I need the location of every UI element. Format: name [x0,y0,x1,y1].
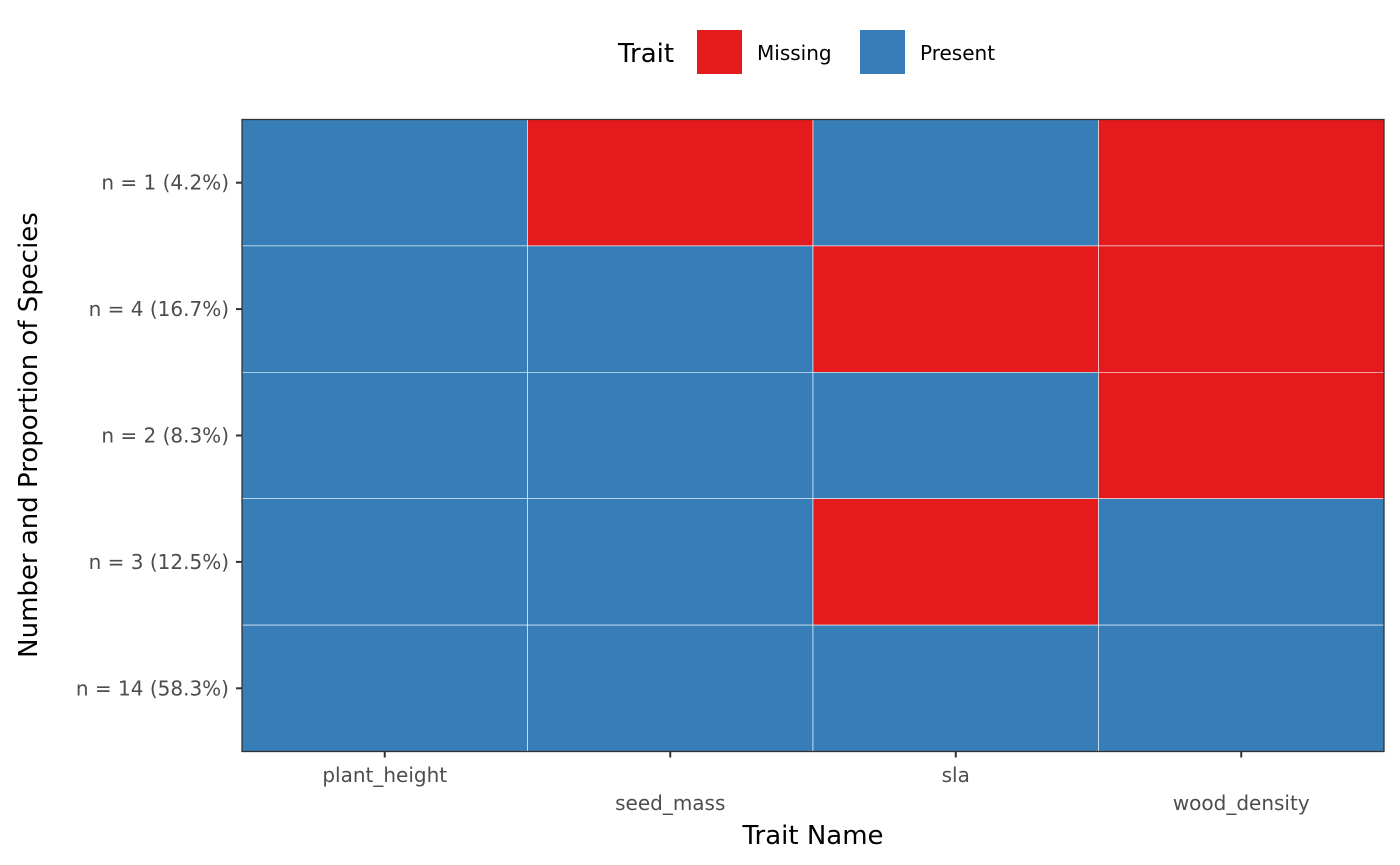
heatmap-cell [812,119,1099,247]
y-tick-label: n = 3 (12.5%) [89,550,229,574]
y-axis-title: Number and Proportion of Species [14,212,44,658]
x-tick-label: wood_density [1173,791,1310,815]
legend-title: Trait [617,39,674,69]
heatmap-cell [527,624,814,752]
x-axis-title: Trait Name [741,821,883,851]
x-tick-label: plant_height [322,763,447,787]
heatmap-cell [812,245,1099,373]
x-tick-label: seed_mass [615,791,725,815]
y-tick-label: n = 4 (16.7%) [89,297,229,321]
heatmap-cell [527,119,814,247]
legend: Trait Missing Present [617,30,995,74]
heatmap-cell [1098,245,1385,373]
legend-key [697,30,742,74]
heatmap-cell [1098,624,1385,752]
heatmap-cell [1098,498,1385,626]
x-axis: plant_height seed_mass sla wood_density [322,751,1310,815]
x-tick-label: sla [942,763,970,787]
heatmap-cell [241,119,528,247]
y-tick-label: n = 2 (8.3%) [101,424,229,448]
heatmap-cell [241,624,528,752]
y-axis: n = 1 (4.2%) n = 4 (16.7%) n = 2 (8.3%) n =… [76,171,242,700]
heatmap-cell [812,498,1099,626]
y-tick-label: n = 14 (58.3%) [76,676,229,700]
heatmap-cell [1098,371,1385,499]
heatmap-cell [527,245,814,373]
legend-key [860,30,905,74]
legend-label: Missing [757,41,832,65]
heatmap-cell [241,371,528,499]
heatmap-cells [241,119,1385,752]
legend-label: Present [920,41,995,65]
heatmap-cell [241,498,528,626]
heatmap-cell [812,371,1099,499]
heatmap-cell [241,245,528,373]
heatmap-cell [812,624,1099,752]
heatmap-cell [1098,119,1385,247]
heatmap-cell [527,371,814,499]
heatmap-cell [527,498,814,626]
y-tick-label: n = 1 (4.2%) [101,171,229,195]
